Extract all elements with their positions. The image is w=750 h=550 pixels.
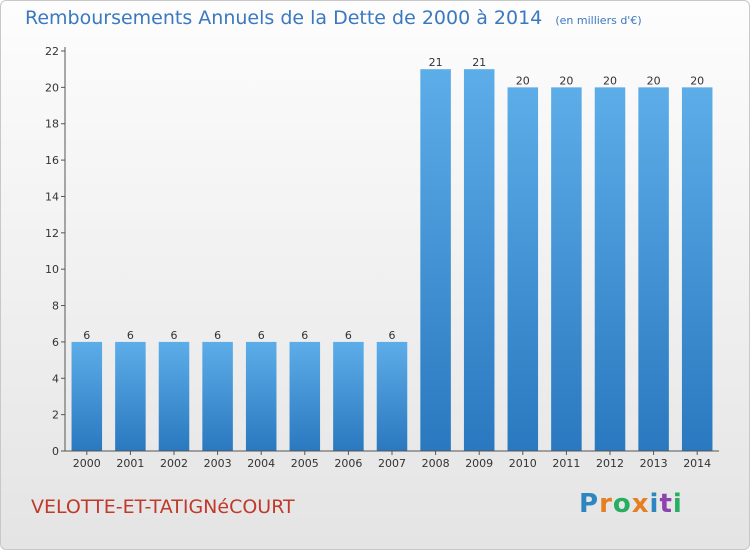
bar-2014 [681,87,713,451]
y-tick-label-20: 20 [45,81,59,94]
x-tick-label-2000: 2000 [73,457,101,470]
chart-subtitle: (en milliers d'€) [555,14,642,27]
data-label-2005: 6 [301,329,308,342]
x-tick-label-2014: 2014 [683,457,711,470]
x-tick-label-2001: 2001 [116,457,144,470]
bar-2011 [551,87,582,451]
data-label-2009: 21 [472,56,486,69]
data-label-2007: 6 [389,329,396,342]
x-tick-label-2009: 2009 [465,457,493,470]
y-tick-label-0: 0 [52,445,59,458]
bar-2006 [333,341,364,451]
x-tick-label-2008: 2008 [422,457,450,470]
proxiti-logo: Proxiti [579,489,683,519]
data-label-2001: 6 [127,329,134,342]
y-tick-label-18: 18 [45,118,59,131]
y-tick-label-10: 10 [45,263,59,276]
x-tick-label-2003: 2003 [204,457,232,470]
data-label-2006: 6 [345,329,352,342]
logo-letter: P [579,489,600,519]
bar-2007 [376,341,408,451]
x-tick-label-2012: 2012 [596,457,624,470]
logo-letter: r [599,489,613,519]
y-tick-label-22: 22 [45,45,59,58]
bar-2013 [638,87,669,451]
bar-2003 [202,341,233,451]
data-label-2014: 20 [690,74,704,87]
bar-2002 [158,341,190,451]
data-label-2011: 20 [559,74,573,87]
y-tick-label-4: 4 [52,372,59,385]
x-tick-label-2007: 2007 [378,457,406,470]
logo-letter: t [659,489,673,519]
logo-letter: i [672,489,683,519]
data-label-2003: 6 [214,329,221,342]
data-label-2000: 6 [83,329,90,342]
y-tick-label-6: 6 [52,336,59,349]
x-tick-label-2010: 2010 [509,457,537,470]
data-label-2013: 20 [647,74,661,87]
commune-name: VELOTTE-ET-TATIGNéCOURT [31,496,295,518]
y-tick-label-16: 16 [45,154,59,167]
y-tick-label-2: 2 [52,409,59,422]
data-label-2008: 21 [429,56,443,69]
y-tick-label-12: 12 [45,227,59,240]
y-tick-label-8: 8 [52,300,59,313]
bar-2000 [71,341,103,451]
x-tick-label-2011: 2011 [552,457,580,470]
data-label-2012: 20 [603,74,617,87]
chart-title: Remboursements Annuels de la Dette de 20… [25,7,543,29]
logo-letter: i [649,489,660,519]
bar-2005 [289,341,321,451]
x-tick-label-2006: 2006 [334,457,362,470]
data-label-2010: 20 [516,74,530,87]
logo-letter: o [612,489,632,519]
bar-2004 [245,341,277,451]
x-tick-label-2013: 2013 [640,457,668,470]
data-label-2002: 6 [171,329,178,342]
x-tick-label-2005: 2005 [291,457,319,470]
logo-letter: x [631,489,650,519]
bar-2009 [463,69,495,451]
bar-2010 [507,87,539,451]
bar-2008 [420,69,451,451]
bar-2012 [594,87,626,451]
data-label-2004: 6 [258,329,265,342]
title-line: Remboursements Annuels de la Dette de 20… [25,7,642,29]
x-tick-label-2002: 2002 [160,457,188,470]
x-tick-label-2004: 2004 [247,457,275,470]
y-tick-label-14: 14 [45,190,59,203]
bar-2001 [115,341,146,451]
